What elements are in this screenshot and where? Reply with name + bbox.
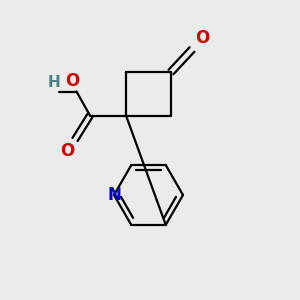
Text: O: O [65, 72, 79, 90]
Text: H: H [48, 75, 60, 90]
Text: O: O [60, 142, 75, 160]
Text: O: O [195, 29, 209, 47]
Text: N: N [107, 186, 121, 204]
